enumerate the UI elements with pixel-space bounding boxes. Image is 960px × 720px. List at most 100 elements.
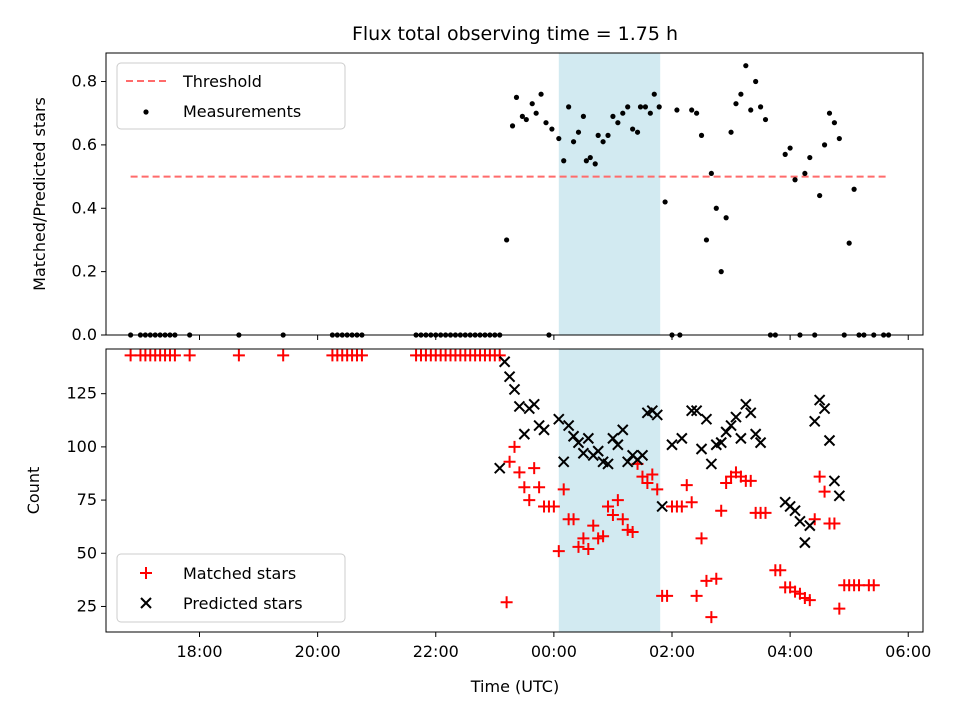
legend-predicted-label: Predicted stars — [183, 594, 303, 613]
measurement-point — [583, 158, 589, 164]
measurement-point — [674, 107, 680, 113]
matched-star-point — [646, 468, 659, 481]
measurement-point — [826, 110, 833, 116]
predicted-star-point — [607, 432, 619, 445]
matched-star-point — [626, 525, 639, 538]
matched-star-point — [611, 494, 624, 507]
measurement-point — [561, 158, 567, 164]
matched-star-point — [818, 485, 831, 498]
measurement-point — [533, 110, 539, 116]
top-y-tick-label: 0.4 — [72, 198, 97, 217]
bottom-y-tick-label: 125 — [66, 384, 97, 403]
bottom-y-tick-label: 25 — [77, 596, 97, 615]
predicted-star-point — [813, 394, 826, 406]
measurement-point — [846, 240, 852, 246]
measurement-point — [743, 63, 749, 69]
measurement-point — [543, 120, 549, 126]
measurement-point — [723, 215, 729, 221]
predicted-star-point — [528, 398, 540, 411]
matched-star-point — [500, 596, 513, 609]
x-tick-label: 00:00 — [531, 642, 577, 661]
predicted-star-point — [740, 398, 752, 411]
predicted-star-point — [602, 458, 614, 470]
predicted-star-point — [754, 436, 767, 449]
predicted-star-point — [794, 515, 806, 528]
predicted-star-point — [695, 443, 708, 455]
predicted-star-point — [715, 436, 727, 449]
predicted-star-point — [700, 413, 713, 425]
top-x-ticks — [199, 335, 909, 340]
measurement-point — [662, 199, 668, 205]
measurement-point — [821, 142, 828, 148]
measurement-point — [637, 104, 644, 110]
measurement-point — [698, 132, 705, 138]
predicted-star-point — [676, 432, 688, 445]
matched-star-point — [602, 500, 615, 513]
predicted-star-point — [592, 445, 604, 457]
predicted-star-point — [725, 419, 737, 432]
predicted-star-point — [690, 404, 703, 417]
matched-star-point — [183, 349, 196, 362]
x-tick-label: 22:00 — [413, 642, 459, 661]
measurement-point — [748, 107, 754, 113]
predicted-star-point — [572, 436, 585, 449]
measurement-point — [656, 104, 662, 110]
x-tick-label: 04:00 — [767, 642, 813, 661]
measurement-point — [575, 129, 582, 135]
predicted-star-point — [818, 402, 831, 415]
matched-star-point — [774, 564, 787, 577]
predicted-star-point — [656, 500, 668, 513]
matched-star-point — [661, 589, 674, 602]
x-tick-label: 20:00 — [295, 642, 341, 661]
measurement-point — [504, 237, 510, 243]
predicted-star-point — [617, 424, 629, 436]
matched-star-point — [572, 540, 585, 553]
predicted-star-point — [745, 407, 757, 419]
matched-star-point — [567, 513, 580, 526]
matched-star-point — [813, 470, 826, 483]
matched-star-point — [168, 349, 181, 362]
predicted-star-point — [577, 447, 590, 459]
predicted-star-point — [666, 439, 678, 451]
measurement-point — [851, 186, 857, 192]
measurement-point — [592, 161, 598, 167]
predicted-star-point — [799, 536, 811, 549]
legend-threshold-label: Threshold — [182, 72, 262, 91]
predicted-star-point — [685, 404, 698, 417]
x-tick-label: 18:00 — [176, 642, 222, 661]
matched-star-point — [557, 483, 570, 496]
matched-star-point — [547, 500, 560, 513]
matched-star-point — [493, 349, 506, 362]
bottom-panel: 25 50 75 100 125 18:00 20:00 22:00 00:00 02:00 04… — [24, 348, 931, 696]
matched-star-point — [636, 470, 649, 483]
measurement-point — [651, 91, 657, 97]
measurement-point — [630, 126, 636, 132]
matched-star-point — [587, 519, 600, 532]
predicted-star-point — [553, 413, 565, 425]
predicted-star-point — [503, 370, 516, 383]
predicted-star-point — [809, 415, 821, 428]
predicted-star-point — [730, 411, 742, 423]
x-tick-label: 02:00 — [649, 642, 695, 661]
measurement-point — [642, 104, 649, 110]
measurement-point — [587, 154, 593, 161]
measurement-point — [694, 110, 700, 116]
predicted-star-points — [494, 356, 846, 549]
top-y-tick-label: 0.6 — [72, 135, 97, 154]
measurement-point — [615, 120, 621, 126]
measurement-point — [753, 78, 759, 85]
measurement-point — [509, 123, 516, 129]
measurement-point — [549, 126, 555, 132]
predicted-star-point — [749, 428, 762, 440]
predicted-star-point — [612, 439, 624, 451]
top-axes-frame — [105, 52, 924, 336]
x-tick-label: 06:00 — [885, 642, 931, 661]
measurement-points — [128, 63, 892, 338]
matched-star-point — [232, 349, 245, 362]
matched-star-point — [597, 530, 610, 543]
matched-star-point — [715, 504, 728, 517]
predicted-star-point — [558, 456, 570, 468]
predicted-star-point — [833, 490, 846, 502]
predicted-star-point — [828, 475, 841, 487]
